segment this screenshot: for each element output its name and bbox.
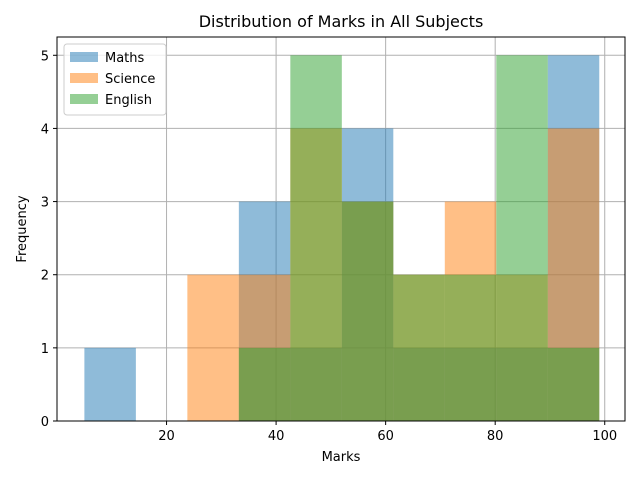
chart-title: Distribution of Marks in All Subjects xyxy=(199,12,484,31)
legend: Maths Science English xyxy=(63,43,167,116)
histogram-bars xyxy=(84,55,600,422)
legend-swatch-maths xyxy=(70,52,98,62)
legend-swatch-science xyxy=(70,73,98,83)
bar-english xyxy=(238,347,291,421)
y-tick-label: 1 xyxy=(41,342,49,357)
bar-science xyxy=(187,274,239,421)
legend-swatch-english xyxy=(70,94,98,104)
bar-maths xyxy=(84,347,136,421)
x-axis-label: Marks xyxy=(322,450,361,465)
y-axis-label: Frequency xyxy=(15,195,30,262)
y-tick-label: 0 xyxy=(41,415,49,430)
bar-english xyxy=(444,274,497,421)
y-tick-label: 4 xyxy=(41,122,49,137)
axis-ticks: 20 40 60 80 100 0 1 2 3 4 5 xyxy=(41,49,617,444)
legend-label-science: Science xyxy=(105,72,155,87)
bar-english xyxy=(290,55,342,422)
bar-english xyxy=(496,55,548,422)
bar-english xyxy=(341,201,394,421)
legend-label-maths: Maths xyxy=(105,51,145,66)
x-tick-label: 60 xyxy=(377,429,394,444)
plot-frame xyxy=(56,36,626,422)
x-tick-label: 40 xyxy=(268,429,285,444)
legend-label-english: English xyxy=(105,93,152,108)
y-tick-label: 2 xyxy=(41,269,49,284)
y-tick-label: 3 xyxy=(41,196,49,211)
x-tick-label: 100 xyxy=(592,429,617,444)
y-tick-label: 5 xyxy=(41,49,49,64)
bar-english xyxy=(393,274,445,421)
x-tick-label: 20 xyxy=(158,429,175,444)
bar-english xyxy=(547,347,600,421)
x-tick-label: 80 xyxy=(487,429,504,444)
